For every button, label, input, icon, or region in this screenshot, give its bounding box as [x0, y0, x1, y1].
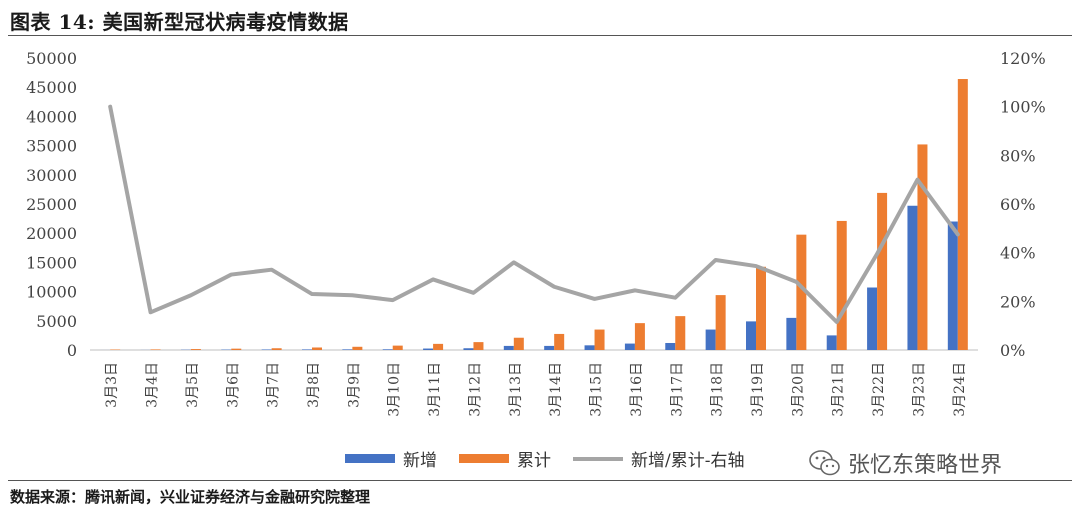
bar-new — [624, 343, 635, 350]
bar-cumulative — [594, 329, 605, 350]
x-tick-label: 3月4日 — [145, 362, 161, 408]
bar-cumulative — [877, 192, 888, 350]
y-left-tick-label: 30000 — [26, 166, 77, 185]
bar-cumulative — [634, 323, 645, 350]
x-tick-label: 3月20日 — [790, 362, 806, 417]
legend-item-ratio: 新增/累计-右轴 — [573, 446, 744, 471]
title-bar: 图表 14: 美国新型冠状病毒疫情数据 — [0, 0, 1080, 36]
x-tick-label: 3月13日 — [508, 362, 524, 417]
y-right-tick-label: 20% — [1000, 292, 1036, 311]
ratio-line — [108, 104, 960, 325]
bar-cumulative — [957, 79, 968, 351]
legend-swatch-cumulative — [459, 454, 509, 463]
bar-new — [867, 287, 878, 350]
bar-new — [382, 349, 393, 350]
legend-label-new: 新增 — [403, 451, 437, 471]
bar-new — [463, 348, 474, 350]
y-left-tick-label: 45000 — [26, 78, 77, 97]
bar-cumulative — [190, 349, 201, 350]
chart-title: 图表 14: 美国新型冠状病毒疫情数据 — [10, 10, 349, 34]
bar-new — [665, 342, 676, 350]
bar-new — [342, 349, 353, 350]
x-tick-label: 3月15日 — [589, 362, 605, 417]
bar-new — [947, 221, 958, 350]
bar-new — [261, 349, 272, 350]
legend-label-cumulative: 累计 — [517, 451, 551, 471]
y-right-tick-label: 100% — [1000, 98, 1046, 117]
y-left-tick-label: 35000 — [26, 137, 77, 156]
bar-new — [302, 349, 312, 350]
legend-item-cumulative: 累计 — [459, 446, 551, 471]
bar-cumulative — [756, 266, 766, 350]
legend-swatch-ratio — [573, 456, 623, 461]
bar-cumulative — [150, 349, 161, 350]
x-tick-label: 3月24日 — [952, 362, 968, 417]
legend-swatch-new — [345, 454, 395, 463]
y-left-tick-label: 0 — [67, 341, 77, 360]
x-tick-label: 3月11日 — [427, 362, 443, 417]
wechat-icon — [809, 450, 840, 476]
bar-cumulative — [312, 347, 322, 350]
bar-new — [503, 345, 514, 350]
bar-cumulative — [917, 144, 928, 350]
bar-cumulative — [675, 316, 686, 350]
bar-new — [826, 335, 837, 350]
bar-cumulative — [231, 348, 242, 350]
source-note: 数据来源：腾讯新闻，兴业证券经济与金融研究院整理 — [10, 488, 371, 506]
bar-new — [423, 348, 434, 350]
bar-new — [907, 205, 918, 350]
x-tick-label: 3月19日 — [750, 362, 766, 417]
x-tick-label: 3月7日 — [266, 362, 282, 408]
bar-new — [746, 321, 756, 350]
bar-cumulative — [715, 295, 726, 350]
y-right-tick-label: 120% — [1000, 49, 1046, 68]
x-tick-label: 3月17日 — [669, 362, 685, 417]
bar-new — [584, 345, 595, 350]
y-left-tick-label: 15000 — [26, 253, 77, 272]
x-tick-label: 3月22日 — [871, 362, 887, 417]
x-tick-label: 3月23日 — [911, 362, 927, 417]
bar-cumulative — [433, 343, 444, 350]
x-tick-label: 3月6日 — [225, 362, 241, 408]
legend-label-ratio: 新增/累计-右轴 — [631, 451, 745, 471]
y-right-tick-label: 0% — [1000, 341, 1025, 360]
chart-legend: 新增 累计 新增/累计-右轴 — [345, 446, 766, 471]
y-left-tick-label: 25000 — [26, 195, 77, 214]
bar-cumulative — [513, 337, 524, 350]
bar-new — [786, 317, 797, 350]
bar-cumulative — [796, 234, 807, 350]
title-divider — [8, 35, 1072, 36]
bar-cumulative — [392, 345, 403, 350]
x-tick-label: 3月16日 — [629, 362, 645, 417]
bar-cumulative — [271, 348, 282, 350]
x-tick-label: 3月12日 — [467, 362, 483, 417]
x-tick-label: 3月18日 — [710, 362, 726, 417]
y-left-tick-label: 10000 — [26, 283, 77, 302]
bar-cumulative — [352, 346, 363, 350]
chart-canvas: 0 5000 10000 15000 20000 25000 30000 35000 40000… — [26, 49, 1046, 417]
bar-cumulative — [473, 342, 484, 350]
bar-new — [544, 345, 555, 350]
watermark: 张忆东策略世界 — [808, 446, 1002, 480]
x-tick-label: 3月3日 — [104, 362, 120, 408]
x-tick-label: 3月10日 — [387, 362, 403, 417]
y-right-tick-label: 80% — [1000, 146, 1036, 165]
legend-item-new: 新增 — [345, 446, 437, 471]
x-tick-label: 3月14日 — [548, 362, 564, 417]
bar-cumulative — [554, 333, 565, 350]
y-left-tick-label: 20000 — [26, 224, 77, 243]
x-tick-label: 3月8日 — [306, 362, 322, 408]
x-tick-label: 3月9日 — [346, 362, 362, 408]
x-tick-label: 3月21日 — [831, 362, 847, 417]
y-left-tick-label: 5000 — [36, 312, 77, 331]
y-right-tick-label: 60% — [1000, 195, 1036, 214]
bar-new — [705, 329, 716, 350]
watermark-text: 张忆东策略世界 — [848, 453, 1003, 478]
y-right-tick-label: 40% — [1000, 244, 1036, 263]
footer-divider — [8, 480, 1072, 481]
y-left-tick-label: 40000 — [26, 107, 77, 126]
y-left-tick-label: 50000 — [26, 49, 77, 68]
bar-cumulative — [836, 220, 847, 350]
x-tick-label: 3月5日 — [185, 362, 201, 408]
